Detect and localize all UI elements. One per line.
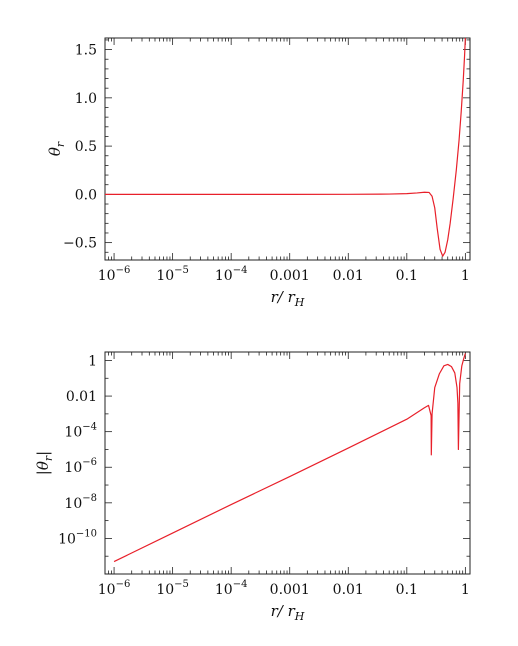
x-tick-label: 10−6: [98, 265, 131, 284]
plot-frame: [104, 351, 471, 575]
x-tick-label: 0.001: [270, 268, 310, 284]
y-tick-label: 10−6: [64, 457, 97, 476]
y-tick-label: −0.5: [63, 236, 97, 252]
x-tick-label: 0.1: [396, 268, 418, 284]
x-tick-label: 10−5: [156, 579, 189, 598]
x-tick-label: 0.01: [333, 268, 364, 284]
top-plot-theta-r: 10−6 10−5 10−4 0.001 0.01 0.1 1 −0.5 0.0 0.5 1.0 1.…: [46, 37, 471, 309]
x-tick-label: 0.1: [396, 582, 418, 598]
y-tick-label: 1.0: [75, 91, 97, 107]
y-tick-label: 10−4: [64, 422, 97, 441]
x-tick-label: 0.001: [270, 582, 310, 598]
y-tick-label: 1: [88, 353, 97, 369]
y-tick-label: 0.5: [75, 139, 97, 155]
y-tick-label: 10−8: [64, 493, 97, 512]
x-tick-label: 10−4: [215, 265, 248, 284]
bottom-plot-abs-theta-r: 10−6 10−5 10−4 0.001 0.01 0.1 110−1010−810−610…: [34, 351, 471, 623]
y-tick-label: 1.5: [75, 43, 97, 59]
x-tick-label: 10−6: [98, 579, 131, 598]
x-tick-label: 1: [461, 582, 470, 598]
x-tick-label: 10−5: [156, 265, 189, 284]
x-axis-label: r/ rH: [271, 602, 305, 623]
series-line-0: [113, 353, 466, 563]
x-tick-label: 1: [461, 268, 470, 284]
x-tick-label: 0.01: [333, 582, 364, 598]
y-tick-label: 0.01: [66, 389, 97, 405]
y-tick-label: 0.0: [75, 187, 97, 203]
y-tick-label: 10−10: [58, 528, 97, 547]
plot-frame: [104, 37, 471, 261]
y-axis-label: θr: [46, 141, 67, 156]
y-axis-label: |θr|: [34, 451, 55, 475]
x-axis-label: r/ rH: [271, 288, 305, 309]
series-line-0: [105, 37, 466, 257]
x-tick-label: 10−4: [215, 579, 248, 598]
